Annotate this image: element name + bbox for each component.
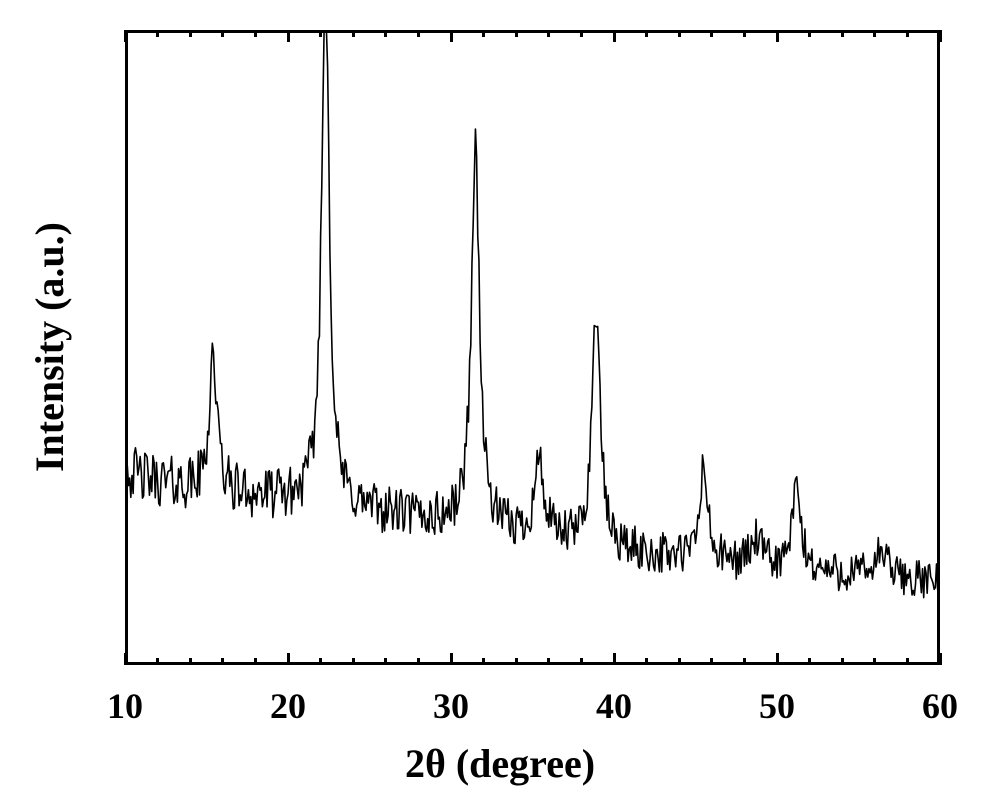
axis-tick [678,30,681,37]
x-tick-label: 60 [922,685,958,727]
axis-tick [254,658,257,665]
axis-tick [156,658,159,665]
x-tick-label: 50 [759,685,795,727]
axis-tick [319,30,322,37]
y-axis-label: Intensity (a.u.) [30,197,70,497]
axis-tick [547,30,550,37]
axis-tick [939,30,942,42]
axis-tick [547,658,550,665]
axis-tick [906,30,909,37]
axis-tick [678,658,681,665]
axis-tick [156,30,159,37]
axis-tick [645,30,648,37]
axis-tick [613,30,616,42]
axis-tick [515,30,518,37]
x-tick-label: 10 [107,685,143,727]
axis-tick [906,658,909,665]
axis-tick [613,653,616,665]
xrd-pattern-line [125,30,940,665]
axis-tick [580,30,583,37]
axis-tick [352,30,355,37]
axis-tick [776,30,779,42]
xrd-series [125,30,940,598]
axis-tick [939,653,942,665]
axis-tick [841,30,844,37]
axis-tick [743,658,746,665]
x-tick-label: 20 [270,685,306,727]
axis-tick [417,30,420,37]
axis-tick [710,30,713,37]
axis-tick [221,30,224,37]
axis-tick [319,658,322,665]
plot-area [125,30,940,665]
axis-tick [841,658,844,665]
axis-tick [124,30,127,42]
axis-tick [645,658,648,665]
axis-tick [873,658,876,665]
axis-tick [287,30,290,42]
axis-tick [417,658,420,665]
axis-tick [124,653,127,665]
x-axis-label: 2θ (degree) [0,740,1000,787]
axis-tick [450,653,453,665]
axis-tick [482,658,485,665]
xrd-figure: Intensity (a.u.) 2θ (degree) 10 20 30 40 50 6… [0,0,1000,801]
axis-tick [254,30,257,37]
axis-tick [808,658,811,665]
axis-tick [189,30,192,37]
x-tick-label: 40 [596,685,632,727]
axis-tick [221,658,224,665]
axis-tick [808,30,811,37]
axis-tick [352,658,355,665]
axis-tick [384,658,387,665]
axis-tick [384,30,387,37]
axis-tick [482,30,485,37]
axis-tick [710,658,713,665]
axis-tick [580,658,583,665]
axis-tick [189,658,192,665]
x-tick-label: 30 [433,685,469,727]
axis-tick [776,653,779,665]
axis-tick [287,653,290,665]
axis-tick [450,30,453,42]
axis-tick [515,658,518,665]
axis-tick [873,30,876,37]
axis-tick [743,30,746,37]
